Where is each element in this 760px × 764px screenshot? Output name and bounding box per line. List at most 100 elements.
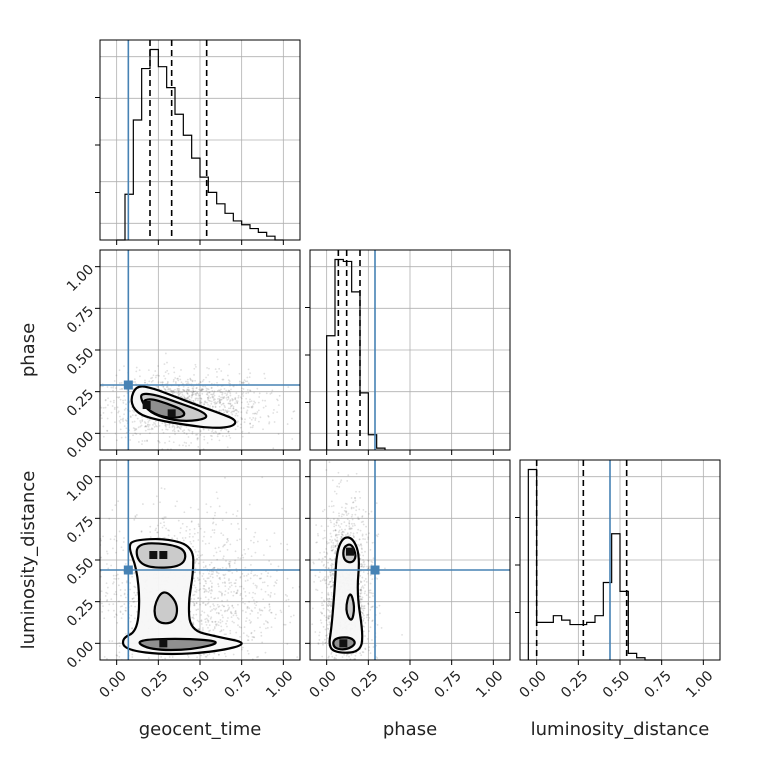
scatter-point [110,564,113,567]
scatter-point [239,423,242,426]
scatter-point [194,562,197,564]
scatter-point [333,518,335,521]
scatter-point [96,673,98,675]
scatter-point [214,401,217,404]
scatter-point [362,571,365,573]
scatter-point [196,668,198,670]
scatter-point [277,565,280,568]
scatter-point [363,617,365,620]
scatter-point [226,409,229,412]
scatter-point [363,605,366,607]
scatter-point [168,701,170,703]
scatter-point [290,615,292,618]
ytick-label-phase-4: 1.00 [64,262,97,295]
scatter-point [362,630,365,633]
scatter-point [343,667,345,669]
scatter-point [226,609,229,612]
scatter-point [266,668,268,670]
scatter-point [264,399,266,402]
scatter-point [227,410,230,413]
scatter-point [340,535,343,538]
scatter-point [348,527,351,530]
scatter-point [135,370,138,373]
scatter-point [360,589,363,592]
scatter-point [157,386,159,388]
scatter-point [201,392,204,395]
scatter-point [320,604,323,607]
scatter-point [330,574,333,577]
scatter-point [214,608,217,611]
scatter-point [334,534,337,537]
scatter-point [274,617,277,620]
scatter-point [205,389,208,392]
scatter-point [92,409,94,411]
scatter-point [358,490,361,493]
scatter-point [327,567,330,570]
scatter-point [335,533,338,536]
scatter-point [359,601,362,604]
scatter-point [254,412,257,415]
scatter-point [329,580,332,583]
scatter-point [134,427,136,430]
scatter-point [115,593,118,596]
scatter-point [193,374,195,376]
scatter-point [131,597,134,600]
scatter-point [158,440,160,443]
scatter-point [199,554,202,557]
scatter-point [339,672,341,674]
scatter-point [220,396,222,399]
scatter-point [113,577,116,580]
scatter-point [119,398,122,401]
scatter-point [220,625,223,628]
scatter-point [362,670,364,672]
scatter-point [193,603,196,606]
scatter-point [246,639,249,642]
scatter-point [199,399,202,402]
scatter-point [217,597,219,599]
scatter-point [192,385,195,388]
scatter-point [372,646,375,648]
scatter-point [191,394,193,397]
contour-phase-vs-luminosity_distance-0 [328,536,364,654]
scatter-point [328,461,331,464]
scatter-point [244,566,247,569]
scatter-point [196,391,199,394]
scatter-point [262,598,265,601]
scatter-point [234,550,237,553]
scatter-point [196,558,198,561]
scatter-point [260,572,263,575]
scatter-point [136,591,139,594]
scatter-point [203,438,206,441]
scatter-point [204,385,207,388]
scatter-point [186,378,189,381]
scatter-point [334,534,337,537]
scatter-point [223,577,226,580]
scatter-point [251,405,254,408]
scatter-point [182,389,185,391]
scatter-point [336,485,339,488]
scatter-point [210,393,212,396]
scatter-point [347,670,349,672]
scatter-point [330,549,333,552]
scatter-point [345,511,348,514]
scatter-point [195,602,198,605]
scatter-point [177,425,180,428]
scatter-point [330,564,332,567]
scatter-point [188,444,190,447]
scatter-point [108,640,111,642]
scatter-point [250,400,253,402]
scatter-point [241,432,243,435]
scatter-point [324,638,326,641]
scatter-point [230,584,233,587]
scatter-point [179,661,181,663]
scatter-point [334,545,337,548]
density-layer-geocent_time-vs-luminosity_distance [96,476,300,703]
scatter-point [362,566,365,569]
scatter-point [260,609,263,612]
scatter-point [261,399,264,402]
scatter-point [364,622,367,624]
scatter-point [106,599,109,601]
scatter-point [269,608,271,611]
scatter-point [189,378,192,381]
scatter-point [344,696,346,698]
